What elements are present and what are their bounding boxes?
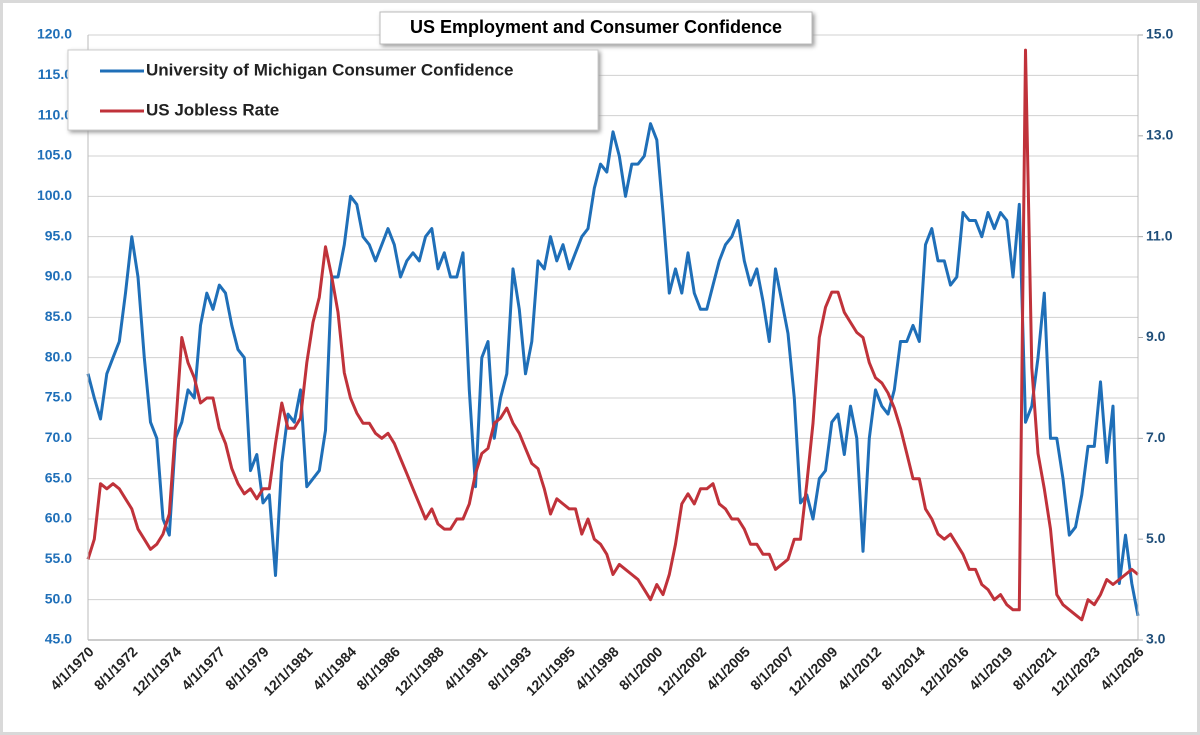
y-tick-label: 120.0 (37, 26, 72, 42)
title-box (379, 11, 813, 45)
y2-tick-label: 13.0 (1146, 127, 1173, 143)
legend-label: US Jobless Rate (146, 100, 279, 119)
legend: University of Michigan Consumer Confiden… (67, 49, 599, 131)
series-line (86, 48, 1139, 622)
y-tick-label: 95.0 (45, 227, 72, 243)
y-tick-label: 45.0 (45, 631, 72, 647)
y-tick-label: 70.0 (45, 429, 72, 445)
y-tick-label: 75.0 (45, 389, 72, 405)
y-tick-label: 65.0 (45, 469, 72, 485)
y-tick-label: 90.0 (45, 268, 72, 284)
y-tick-label: 55.0 (45, 550, 72, 566)
y2-tick-label: 3.0 (1146, 631, 1166, 647)
y-tick-label: 115.0 (38, 66, 72, 82)
y2-tick-label: 11.0 (1146, 227, 1173, 243)
y2-tick-label: 5.0 (1146, 530, 1166, 546)
grid (88, 34, 1138, 641)
y-tick-label: 100.0 (37, 187, 72, 203)
y-tick-label: 105.0 (37, 147, 72, 163)
y2-tick-label: 9.0 (1146, 328, 1166, 344)
y-tick-label: 80.0 (45, 348, 72, 364)
series-line (86, 122, 1140, 617)
y-tick-label: 50.0 (45, 590, 72, 606)
y2-tick-label: 7.0 (1146, 429, 1166, 445)
chart-title: US Employment and Consumer Confidence (410, 17, 782, 37)
y-tick-label: 85.0 (45, 308, 72, 324)
y-tick-label: 60.0 (45, 510, 72, 526)
y-tick-label: 110.0 (38, 106, 72, 122)
y2-tick-label: 15.0 (1146, 26, 1173, 42)
lines (86, 48, 1140, 622)
legend-label: University of Michigan Consumer Confiden… (146, 60, 513, 79)
legend-box (67, 49, 599, 131)
